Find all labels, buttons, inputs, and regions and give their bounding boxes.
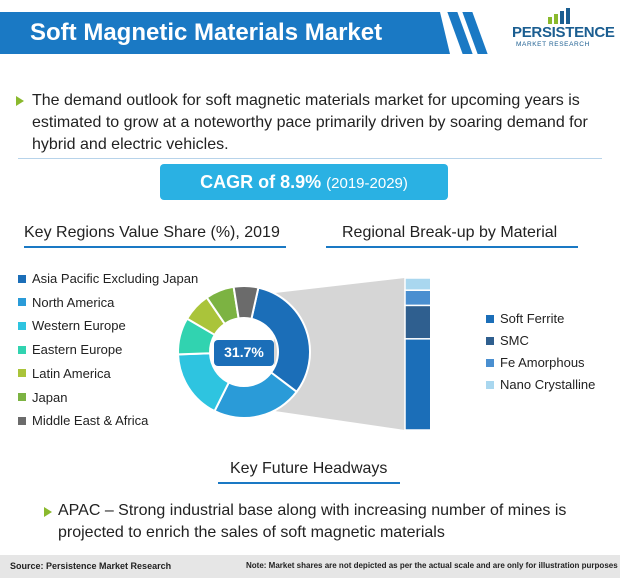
material-legend-label: Soft Ferrite — [500, 311, 565, 326]
regions-legend-swatch — [18, 274, 26, 283]
regions-legend-swatch — [18, 345, 26, 354]
headways-underline — [218, 482, 400, 484]
regions-legend-label: Eastern Europe — [32, 342, 123, 358]
material-legend-label: Fe Amorphous — [500, 355, 585, 370]
material-legend-swatch — [486, 358, 494, 367]
regions-legend-item: North America — [18, 295, 114, 310]
logo-name: PERSISTENCE — [512, 24, 615, 41]
regions-legend-label: Latin America — [32, 365, 111, 381]
center-label-box — [214, 340, 274, 366]
headways-text: APAC – Strong industrial base along with… — [58, 502, 567, 541]
regions-legend-label: Japan — [32, 389, 68, 405]
regions-title-underline — [24, 246, 286, 248]
logo-icon — [548, 8, 570, 24]
material-title-underline — [326, 246, 578, 248]
regions-legend-item: Asia Pacific Excluding Japan — [18, 271, 198, 286]
regions-legend-label: Asia Pacific Excluding Japan — [32, 271, 199, 286]
stacked-bar-segment — [404, 277, 430, 291]
bullet-icon — [44, 507, 52, 517]
material-legend-item: Soft Ferrite — [486, 311, 564, 326]
cagr-period: (2019-2029) — [326, 175, 408, 192]
center-label: 31.7% — [224, 344, 264, 360]
regions-legend-item: Latin America — [18, 366, 111, 381]
footer-source: Source: Persistence Market Research — [10, 561, 172, 571]
cagr-box — [160, 164, 448, 200]
material-legend-swatch — [486, 314, 494, 323]
divider — [18, 158, 602, 159]
material-legend-label: Nano Crystalline — [500, 377, 596, 392]
material-legend-item: Fe Amorphous — [486, 355, 585, 370]
logo-tagline: MARKET RESEARCH — [516, 41, 590, 48]
material-legend-swatch — [486, 336, 494, 345]
connector-shade — [273, 278, 405, 430]
bullet-icon — [16, 96, 24, 106]
regions-legend-swatch — [18, 369, 26, 378]
regions-legend-swatch — [18, 416, 26, 425]
intro-text: The demand outlook for soft magnetic mat… — [32, 92, 588, 153]
material-legend-item: SMC — [486, 333, 529, 348]
stacked-bar-segment — [404, 338, 430, 431]
headways-title: Key Future Headways — [230, 460, 388, 477]
cagr-value: CAGR of 8.9% — [200, 172, 322, 192]
regions-legend-swatch — [18, 298, 26, 307]
regions-legend-swatch — [18, 393, 26, 401]
regions-legend-item: Western Europe — [18, 318, 126, 333]
stacked-bar-segment — [404, 304, 430, 340]
regions-legend-item: Eastern Europe — [18, 342, 122, 357]
regions-legend-item: Middle East & Africa — [18, 413, 148, 428]
material-legend-label: SMC — [500, 333, 529, 348]
regions-legend-swatch — [18, 321, 26, 330]
charts-svg — [177, 277, 430, 431]
regions-legend-label: Middle East & Africa — [32, 413, 149, 429]
cagr-label: CAGR of 8.9% (2019-2029) — [160, 172, 448, 193]
material-legend-swatch — [486, 380, 494, 389]
title-banner: Soft Magnetic Materials Market — [0, 12, 450, 54]
page-title: Soft Magnetic Materials Market — [30, 19, 383, 46]
donut-slice — [232, 285, 260, 321]
regions-chart-title: Key Regions Value Share (%), 2019 — [24, 224, 280, 241]
donut-slice — [250, 286, 311, 394]
material-chart-title: Regional Break-up by Material — [342, 224, 558, 241]
footer-bar — [0, 555, 620, 578]
regions-legend-label: Western Europe — [32, 318, 126, 334]
material-legend-item: Nano Crystalline — [486, 377, 595, 392]
regions-legend-label: North America — [32, 294, 115, 310]
regions-legend-item: Japan — [18, 390, 67, 405]
stacked-bar-segment — [404, 289, 430, 307]
footer-note: Note: Market shares are not depicted as … — [246, 561, 618, 570]
